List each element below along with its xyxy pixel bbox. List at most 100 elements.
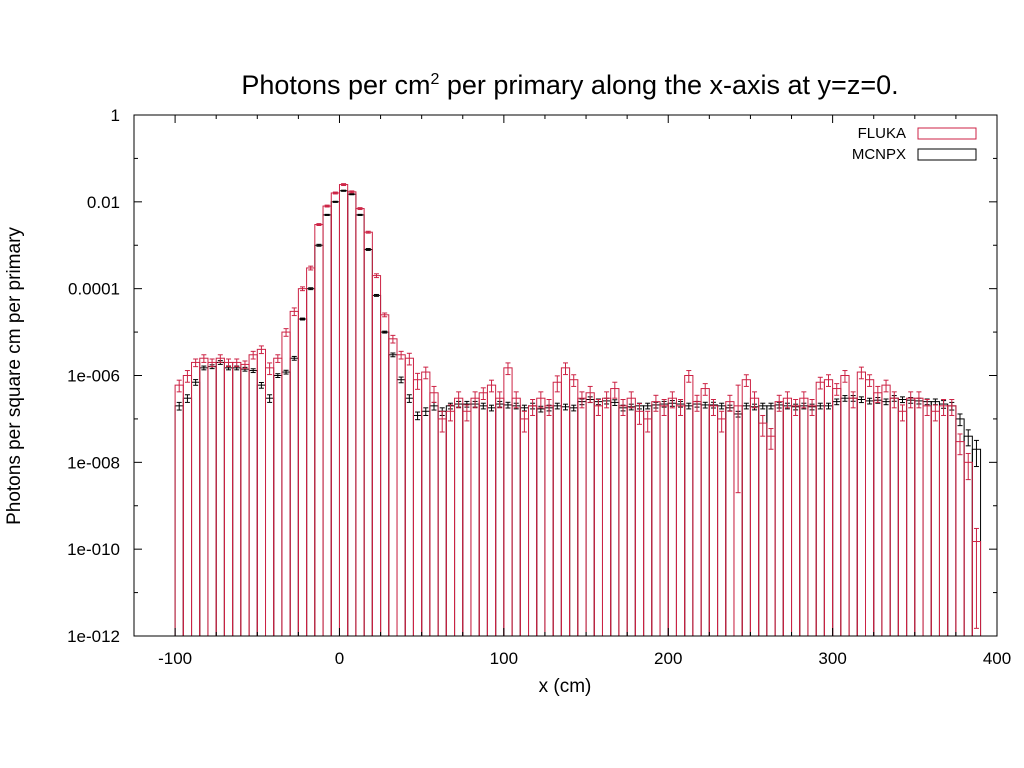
mcnpx-bar	[182, 397, 193, 637]
fluka-bar	[478, 392, 488, 637]
fluka-bar	[207, 361, 217, 637]
y-tick-label: 1	[111, 106, 120, 125]
mcnpx-bar	[314, 244, 324, 637]
fluka-bar	[832, 388, 842, 637]
fluka-bar	[569, 379, 579, 637]
mcnpx-bar	[856, 399, 867, 637]
mcnpx-bar	[338, 190, 349, 637]
mcnpx-bar	[528, 405, 538, 637]
fluka-bar	[462, 410, 472, 637]
mcnpx-bar	[478, 405, 488, 637]
legend-label-mcnpx: MCNPX	[852, 146, 906, 163]
fluka-bar	[273, 357, 283, 637]
mcnpx-bar	[174, 405, 184, 637]
fluka-bar	[388, 338, 398, 637]
fluka-bar	[758, 422, 768, 637]
mcnpx-bar	[823, 405, 834, 637]
fluka-bar	[848, 397, 858, 637]
fluka-bar	[865, 379, 875, 637]
fluka-bar	[330, 192, 340, 637]
fluka-bar	[380, 314, 390, 637]
fluka-bar	[240, 363, 250, 637]
fluka-bar	[265, 367, 275, 637]
mcnpx-bar	[593, 401, 603, 637]
fluka-bar	[675, 405, 686, 637]
mcnpx-bar	[684, 405, 694, 637]
fluka-bar	[906, 397, 916, 637]
fluka-bar	[528, 405, 538, 637]
fluka-bar	[519, 418, 530, 637]
x-tick-label: 0	[335, 649, 344, 668]
fluka-bar	[840, 375, 850, 637]
fluka-bar	[881, 384, 891, 637]
mcnpx-bar	[815, 405, 825, 637]
mcnpx-bar	[560, 406, 571, 637]
x-axis-label: x (cm)	[538, 676, 592, 697]
mcnpx-bar	[799, 405, 809, 637]
mcnpx-bar	[445, 405, 456, 637]
fluka-bar	[610, 388, 620, 637]
mcnpx-bar	[207, 366, 217, 637]
fluka-bar	[593, 405, 603, 637]
mcnpx-bar	[774, 404, 784, 637]
mcnpx-bar	[273, 375, 283, 637]
fluka-bar	[692, 401, 702, 637]
fluka-bar	[199, 357, 209, 637]
mcnpx-bar	[782, 405, 793, 637]
fluka-bar	[741, 379, 751, 637]
fluka-bar	[347, 191, 357, 637]
fluka-bar	[667, 397, 677, 637]
mcnpx-bar	[371, 294, 382, 637]
fluka-bar	[963, 461, 973, 637]
chart-title: Photons per cm2 per primary along the x-…	[0, 70, 1024, 101]
fluka-bar	[717, 418, 727, 637]
mcnpx-bar	[618, 407, 628, 637]
fluka-bar	[585, 392, 595, 637]
mcnpx-bar	[519, 407, 530, 637]
fluka-bar	[191, 361, 201, 637]
fluka-bar	[955, 441, 965, 637]
mcnpx-bar	[429, 405, 439, 637]
mcnpx-bar	[692, 403, 702, 637]
fluka-bar	[856, 371, 867, 637]
mcnpx-bar	[289, 357, 299, 637]
fluka-bar	[659, 405, 669, 637]
mcnpx-bar	[380, 331, 390, 637]
mcnpx-bar	[930, 401, 940, 637]
fluka-bar	[215, 357, 225, 637]
mcnpx-bar	[865, 400, 875, 637]
fluka-bar	[897, 410, 908, 637]
mcnpx-bar	[347, 193, 357, 637]
fluka-bar	[429, 392, 439, 637]
x-tick-label: 400	[983, 649, 1011, 668]
legend-label-fluka: FLUKA	[858, 125, 906, 142]
mcnpx-bar	[470, 403, 480, 637]
mcnpx-bar	[437, 410, 447, 637]
fluka-bar	[823, 379, 834, 637]
fluka-bar	[314, 224, 324, 637]
fluka-bar	[232, 361, 242, 637]
y-tick-label: 0.0001	[68, 280, 120, 299]
mcnpx-bar	[610, 401, 620, 637]
mcnpx-bar	[708, 404, 719, 637]
fluka-bar	[248, 354, 258, 637]
fluka-bar	[338, 184, 349, 637]
fluka-bar	[947, 405, 957, 637]
fluka-bar	[454, 397, 464, 637]
mcnpx-bar	[840, 397, 850, 637]
mcnpx-bar	[832, 401, 842, 637]
fluka-bar	[363, 231, 373, 637]
fluka-bar	[618, 405, 628, 637]
fluka-bar	[791, 405, 801, 637]
fluka-bar	[486, 384, 497, 637]
mcnpx-bar	[758, 405, 768, 637]
fluka-bar	[577, 397, 587, 637]
mcnpx-bar	[725, 407, 735, 637]
fluka-bar	[306, 267, 316, 637]
legend-swatch-fluka	[917, 127, 977, 140]
mcnpx-bar	[947, 405, 957, 637]
mcnpx-bar	[536, 408, 546, 637]
mcnpx-bar	[495, 403, 505, 637]
fluka-bar	[749, 397, 760, 637]
